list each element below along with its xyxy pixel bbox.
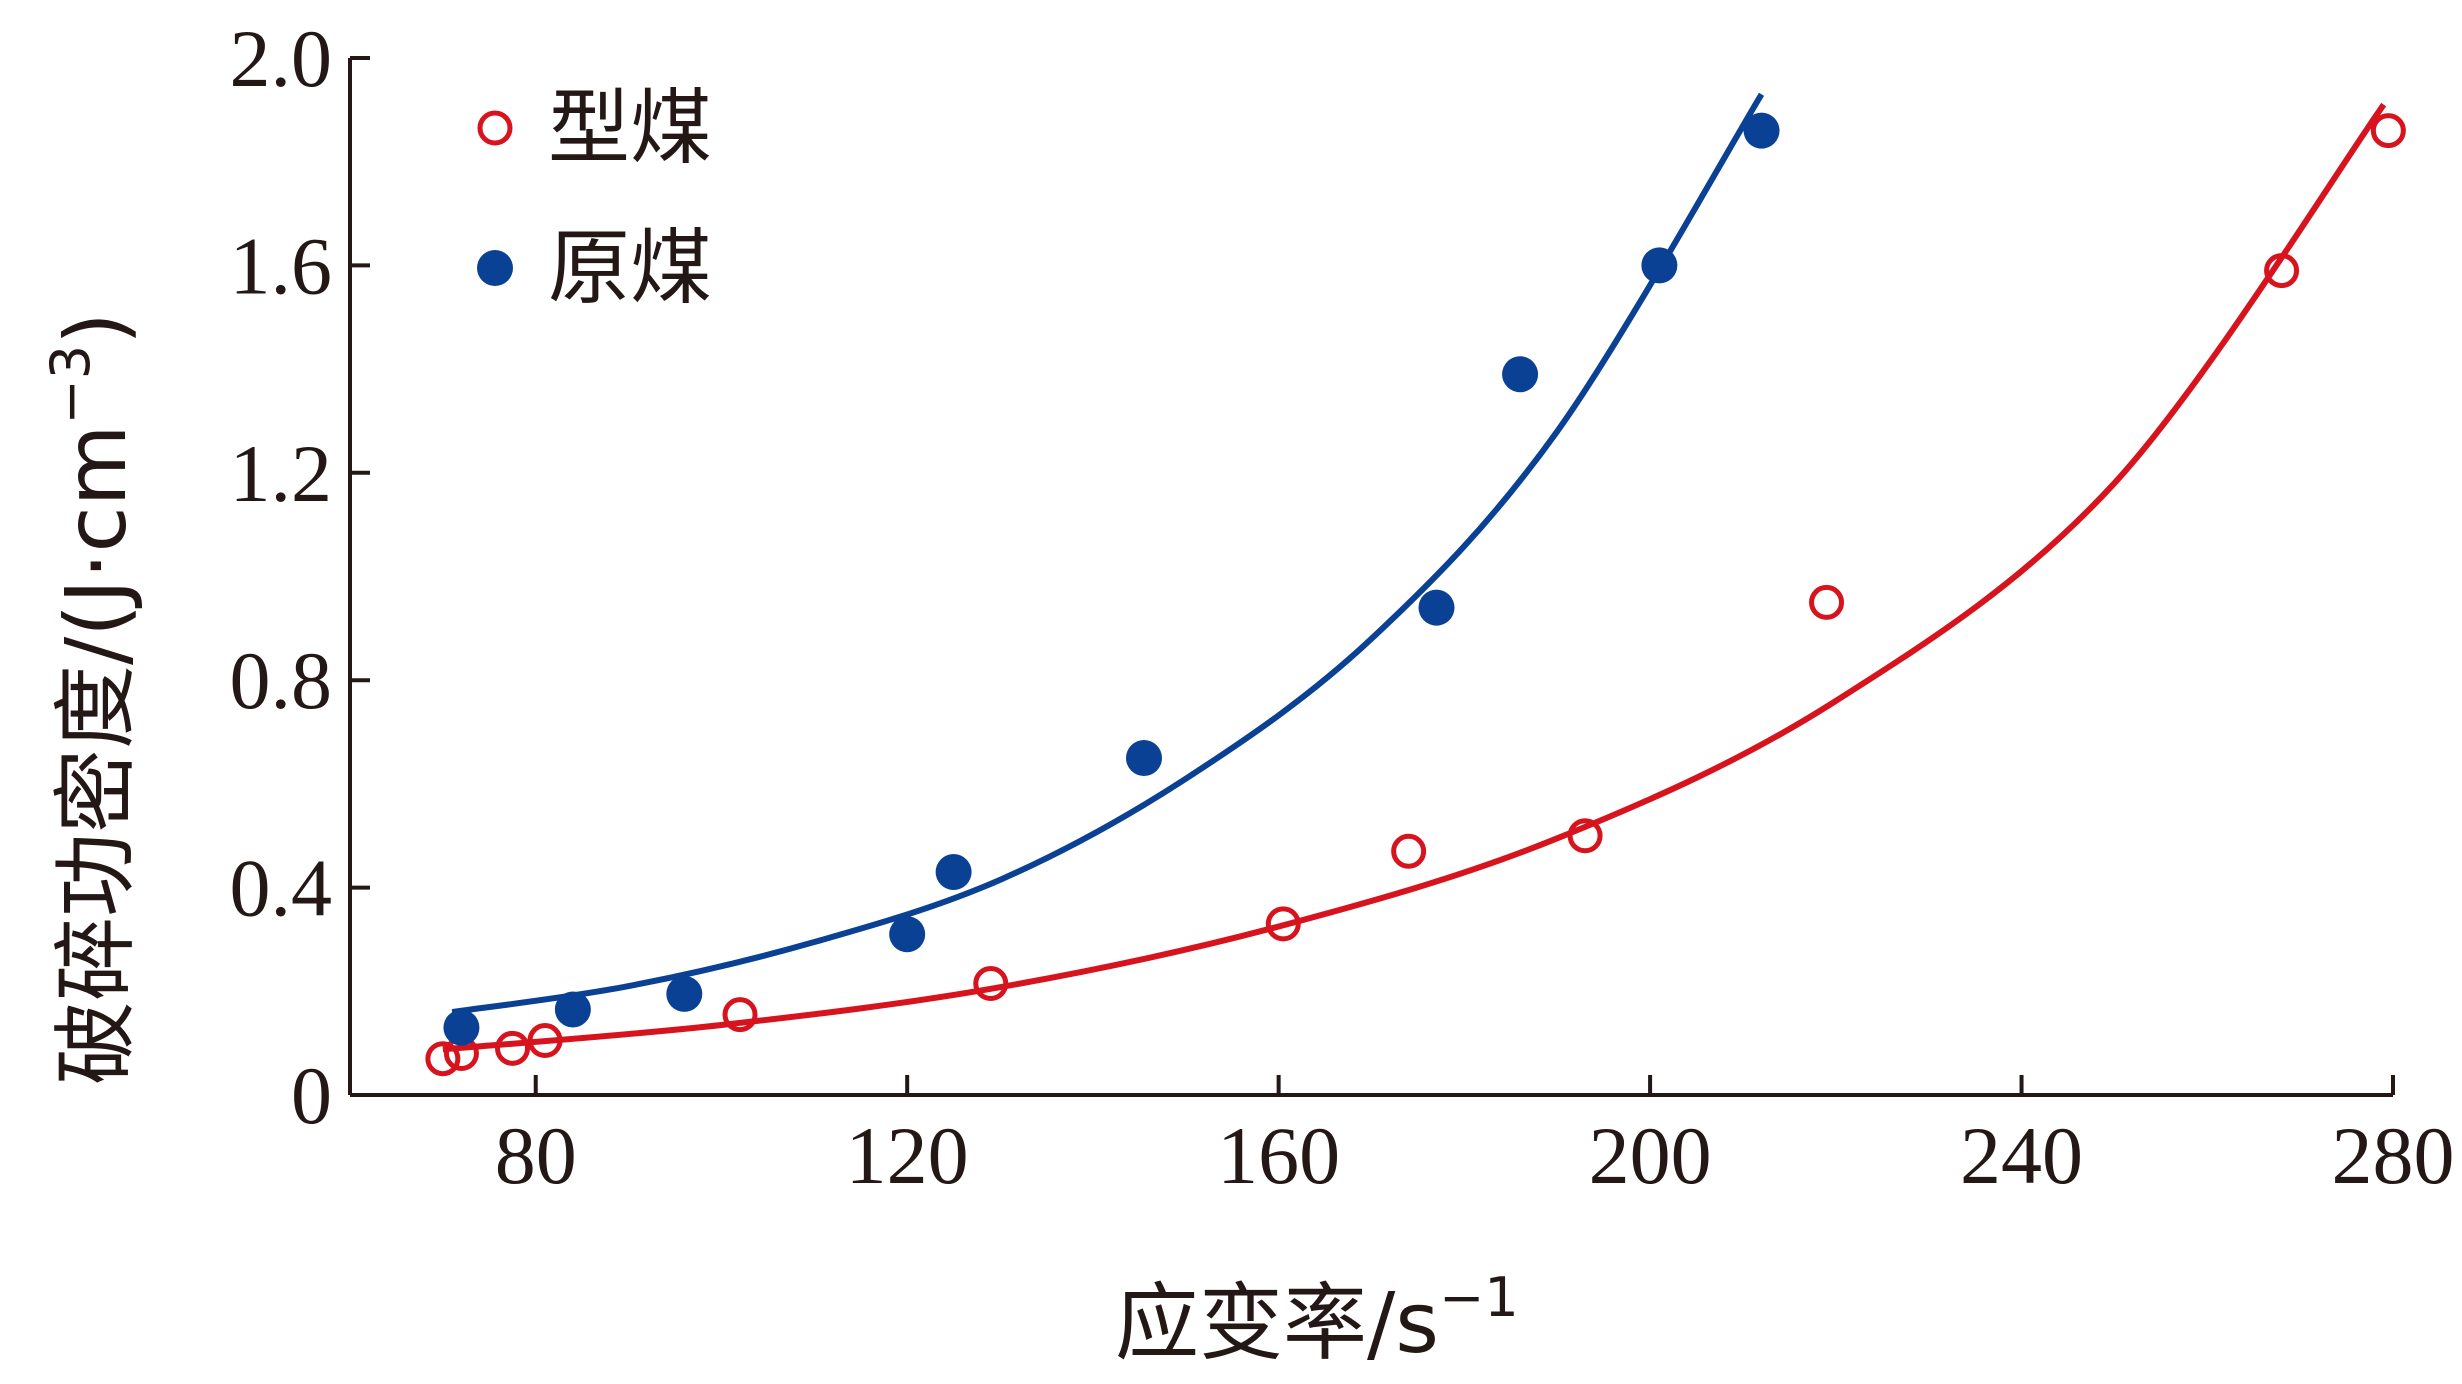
y-tick-label: 0 — [291, 1050, 332, 1141]
legend: 型煤 原煤 — [477, 81, 712, 316]
data-points — [425, 112, 2406, 1077]
legend-marker-raw-coal — [477, 250, 513, 286]
data-point-raw-coal — [935, 854, 972, 891]
x-tick-label: 280 — [2332, 1110, 2455, 1201]
x-tick-label: 120 — [846, 1110, 969, 1201]
legend-label-raw-coal: 原煤 — [548, 221, 712, 316]
data-point-raw-coal — [666, 975, 703, 1012]
data-point-briquette — [1567, 818, 1603, 854]
x-ticks: 80 120 160 200 240 280 — [495, 1075, 2455, 1201]
y-axis-title-close: ) — [47, 312, 145, 345]
data-point-briquette — [1809, 584, 1845, 620]
data-point-briquette — [425, 1041, 461, 1077]
y-tick-label: 2.0 — [230, 13, 333, 104]
x-tick-label: 200 — [1589, 1110, 1712, 1201]
data-point-raw-coal — [1418, 589, 1455, 626]
x-axis-title-text: 应变率/s — [1115, 1274, 1439, 1372]
x-axis-title-superscript: −1 — [1439, 1266, 1519, 1329]
y-axis-title-text: 破碎功密度/(J·cm — [47, 424, 145, 1085]
data-point-raw-coal — [1641, 247, 1678, 284]
y-tick-label: 1.2 — [230, 428, 333, 519]
x-tick-label: 160 — [1217, 1110, 1340, 1201]
data-point-briquette — [2370, 113, 2406, 149]
legend-label-briquette: 型煤 — [548, 81, 712, 176]
x-tick-label: 80 — [495, 1110, 577, 1201]
x-tick-label: 240 — [1960, 1110, 2083, 1201]
data-point-raw-coal — [554, 991, 591, 1028]
data-point-briquette — [973, 966, 1009, 1002]
data-point-briquette — [1391, 833, 1427, 869]
data-point-raw-coal — [1743, 112, 1780, 149]
data-point-raw-coal — [443, 1009, 480, 1046]
data-point-briquette — [1265, 906, 1301, 942]
data-point-raw-coal — [889, 916, 926, 953]
data-point-raw-coal — [1125, 739, 1162, 776]
x-axis-title: 应变率/s−1 — [1115, 1266, 1519, 1372]
fit-curve-raw-coal — [451, 92, 1765, 1016]
data-point-raw-coal — [1502, 356, 1539, 393]
y-tick-label: 0.8 — [230, 635, 333, 726]
data-point-briquette — [527, 1023, 563, 1059]
fit-curves — [442, 92, 2387, 1053]
fit-curve-briquette — [442, 102, 2387, 1053]
data-point-briquette — [2264, 253, 2300, 289]
axes — [348, 58, 2393, 1097]
y-tick-label: 1.6 — [230, 220, 333, 311]
y-tick-label: 0.4 — [230, 843, 333, 934]
data-point-briquette — [495, 1030, 531, 1066]
y-axis-title-superscript: −3 — [39, 345, 102, 425]
legend-marker-briquette — [477, 110, 513, 146]
y-ticks: 0 0.4 0.8 1.2 1.6 2.0 — [230, 13, 370, 1141]
y-axis-title: 破碎功密度/(J·cm−3) — [39, 312, 145, 1085]
data-point-briquette — [722, 997, 758, 1033]
